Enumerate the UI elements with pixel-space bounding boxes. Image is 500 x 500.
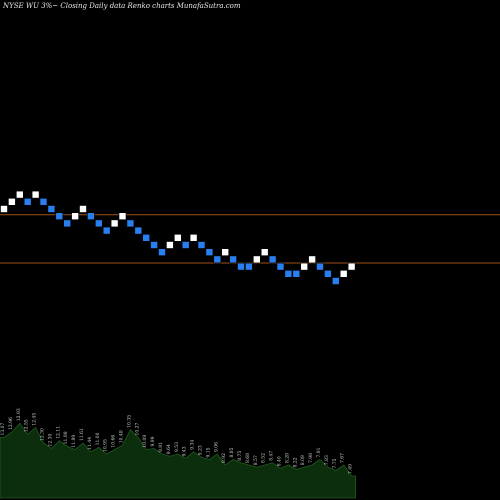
renko-brick-down [134,226,143,235]
volume-label: 11.44 [87,437,93,450]
renko-brick-down [197,241,206,249]
volume-label: 10.48 [119,430,125,443]
renko-brick-up [15,190,24,199]
renko-brick-up [0,205,8,213]
renko-brick-down [237,262,245,271]
volume-label: 9.34 [190,440,196,450]
renko-brick-up [308,255,316,264]
volume-label: 12.96 [8,417,14,430]
renko-brick-up [300,262,309,271]
renko-brick-down [276,262,285,271]
renko-brick-down [55,212,64,220]
volume-label: 9.23 [198,445,204,455]
volume-area [0,422,356,499]
renko-brick-down [126,219,135,228]
renko-brick-down [158,248,166,256]
volume-label: 11.00 [95,432,101,445]
volume-label: 7.91 [316,447,322,457]
volume-label: 10.27 [134,422,140,435]
renko-brick-down [316,262,324,271]
volume-label: 11.89 [71,435,77,448]
volume-label: 7.98 [308,453,314,463]
volume-label: 8.85 [229,447,235,457]
volume-label: 12.55 [24,419,30,432]
volume-label: 9.53 [174,442,180,452]
renko-brick-down [213,255,222,264]
renko-brick-down [39,198,48,206]
volume-label: 7.83 [324,455,330,465]
renko-brick-down [229,255,237,264]
renko-brick-up [347,262,356,271]
renko-brick-down [87,212,95,220]
renko-brick-down [245,262,253,271]
volume-label: 9.99 [150,436,156,446]
volume-label: 8.22 [292,457,298,467]
volume-label: 9.06 [213,442,219,452]
renko-brick-down [63,219,72,228]
renko-brick-up [253,255,261,264]
volume-label: 8.40 [277,456,283,466]
volume-label: 8.09 [300,455,306,465]
volume-label: 10.95 [103,439,109,452]
volume-label: 9.43 [182,446,188,456]
volume-label: 8.68 [245,453,251,463]
volume-label: 10.09 [142,435,148,448]
renko-brick-up [174,234,182,242]
volume-label: 7.75 [332,458,338,468]
renko-brick-up [79,205,87,213]
chart-title: NYSE WU 3%~ Closing Daily data Renko cha… [3,2,241,10]
renko-brick-down [284,269,293,278]
volume-label: 8.57 [253,455,259,465]
volume-label: 7.49 [348,464,354,474]
volume-label: 11.61 [79,428,85,441]
volume-label: 13.07 [0,422,6,435]
volume-label: 12.93 [16,408,22,421]
volume-label: 10.35 [126,415,132,428]
volume-label: 12.30 [47,433,53,446]
volume-label: 9.81 [158,442,164,452]
renko-brick-up [189,234,198,242]
volume-label: 8.92 [221,453,227,463]
volume-label: 11.98 [63,431,69,444]
renko-brick-up [339,269,348,278]
renko-brick-down [23,198,32,206]
renko-brick-down [205,248,214,256]
renko-brick-up [221,248,229,256]
renko-brick-up [71,212,79,220]
renko-brick-down [150,241,158,249]
renko-brick-down [142,234,150,242]
renko-brick-down [324,269,332,278]
renko-brick-up [260,248,269,256]
volume-label: 12.30 [40,428,46,441]
renko-brick-down [95,219,103,228]
volume-label: 8.52 [261,453,267,463]
volume-label: 9.15 [205,447,211,457]
renko-brick-down [47,205,56,213]
renko-brick-down [331,277,340,285]
renko-brick-up [166,241,174,249]
renko-brick-up [31,190,40,199]
volume-label: 12.45 [32,413,38,426]
volume-label: 12.11 [55,426,61,439]
renko-brick-down [268,255,277,264]
volume-label: 8.75 [237,451,243,461]
volume-label: 8.47 [269,451,275,461]
renko-brick-down [181,241,190,249]
volume-label: 9.64 [166,444,172,454]
renko-brick-up [110,219,119,228]
volume-label: 10.66 [111,435,117,448]
renko-brick-down [292,269,301,278]
volume-label: 7.67 [340,453,346,463]
renko-brick-up [118,212,127,220]
renko-brick-up [8,198,16,206]
volume-label: 8.28 [284,453,290,463]
renko-brick-down [102,226,111,235]
